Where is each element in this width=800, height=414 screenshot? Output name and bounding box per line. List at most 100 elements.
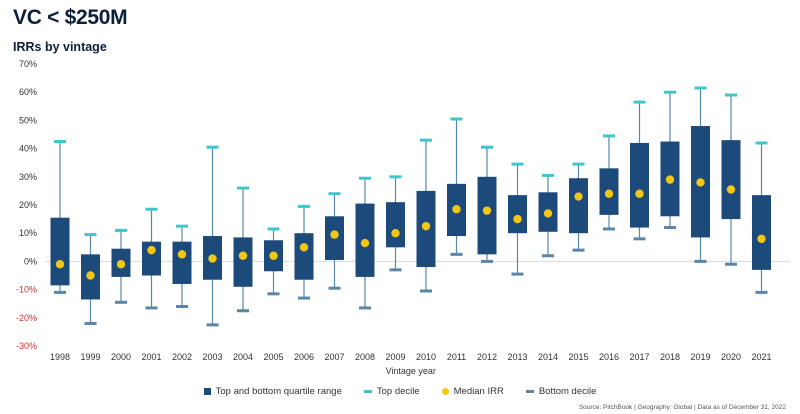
quartile-box [142,241,161,276]
quartile-box [233,237,253,287]
top-decile-cap [145,207,158,211]
x-tick-label: 2000 [111,352,131,362]
bottom-decile-cap [298,296,310,300]
y-tick-label: 60% [19,87,37,97]
top-decile-cap [755,141,768,145]
quartile-box [172,241,192,284]
bottom-decile-cap [450,252,463,256]
x-tick-label: 2019 [690,352,710,362]
top-decile-cap [542,173,554,177]
quartile-box [508,195,527,234]
bottom-decile-cap [511,272,524,276]
bottom-decile-cap [664,226,676,230]
bottom-decile-cap [54,290,66,294]
bottom-decile-cap [603,227,615,231]
bottom-decile-cap [145,306,158,310]
median-dot [421,221,431,231]
median-dot [604,189,614,198]
top-decile-cap [450,117,463,121]
legend-label-median: Median IRR [453,386,504,397]
bottom-decile-cap [725,262,737,266]
x-tick-label: 2001 [141,352,161,362]
top-decile-cap [664,90,676,94]
top-decile-cap [54,140,66,144]
x-tick-label: 2012 [477,352,497,362]
bottom-decile-cap [176,305,188,309]
bottom-decile-cap [694,259,707,263]
y-tick-label: 0% [24,256,37,266]
median-dot [665,175,675,184]
median-dot [147,245,156,255]
top-decile-cap [115,228,127,232]
bottom-decile-cap [420,289,432,293]
chart-subtitle: IRRs by vintage [13,40,107,54]
top-decile-cap [572,162,585,166]
quartile-swatch-icon [203,388,211,395]
median-dot [208,254,217,263]
y-tick-label: -10% [16,285,37,295]
y-tick-label: -30% [16,341,37,351]
bottom-decile-swatch-icon [525,390,534,393]
quartile-box [477,176,497,255]
median-dot [238,251,248,260]
bottom-decile-cap [633,237,646,241]
median-dot [55,260,65,269]
median-dot [513,214,522,224]
y-tick-label: 70% [19,59,37,69]
x-tick-label: 2017 [629,352,649,362]
x-tick-label: 2009 [385,352,405,362]
top-decile-cap [725,93,737,97]
x-tick-label: 2010 [416,352,436,362]
top-decile-cap [84,233,97,237]
chart-title: VC < $250M [13,6,128,29]
bottom-decile-cap [572,248,585,252]
bottom-decile-cap [328,286,341,290]
quartile-box [386,202,405,248]
x-tick-label: 2013 [507,352,527,362]
median-dot [299,243,309,252]
bottom-decile-cap [237,309,249,313]
legend-label-quartile: Top and bottom quartile range [215,386,342,397]
quartile-box [569,178,588,234]
x-tick-label: 2002 [172,352,192,362]
bottom-decile-cap [542,254,554,258]
legend-item-quartile: Top and bottom quartile range [203,386,342,397]
x-tick-label: 2014 [538,352,558,362]
quartile-box [630,142,649,228]
legend-item-top-decile: Top decile [363,386,420,397]
x-tick-label: 2018 [660,352,680,362]
x-tick-label: 2011 [447,352,466,362]
y-tick-label: 50% [19,115,37,125]
bottom-decile-cap [755,290,768,294]
bottom-decile-cap [84,321,97,325]
x-tick-label: 2005 [263,352,283,362]
median-dot [726,185,736,194]
median-dot [360,238,370,248]
top-decile-cap [359,176,371,180]
bottom-decile-cap [481,259,493,263]
y-tick-label: 20% [19,200,37,210]
top-decile-cap [176,224,188,228]
x-tick-label: 2003 [202,352,222,362]
top-decile-cap [298,204,310,208]
top-decile-cap [206,145,219,149]
legend-item-median: Median IRR [441,386,504,397]
median-dot [757,234,766,244]
median-dot [177,250,187,259]
median-dot [452,205,461,214]
quartile-box [721,140,741,220]
top-decile-cap [328,192,341,196]
median-dot [330,230,339,239]
median-dot [391,229,400,238]
y-tick-label: 10% [19,228,37,238]
legend-label-top-decile: Top decile [376,386,420,397]
x-tick-label: 1999 [80,352,100,362]
x-tick-label: 2007 [324,352,344,362]
bottom-decile-cap [206,323,219,327]
bottom-decile-cap [389,268,402,272]
top-decile-cap [694,86,707,90]
top-decile-cap [267,227,280,231]
x-tick-label: 2006 [294,352,314,362]
bottom-decile-cap [267,292,280,296]
legend-item-bottom-decile: Bottom decile [525,386,596,397]
